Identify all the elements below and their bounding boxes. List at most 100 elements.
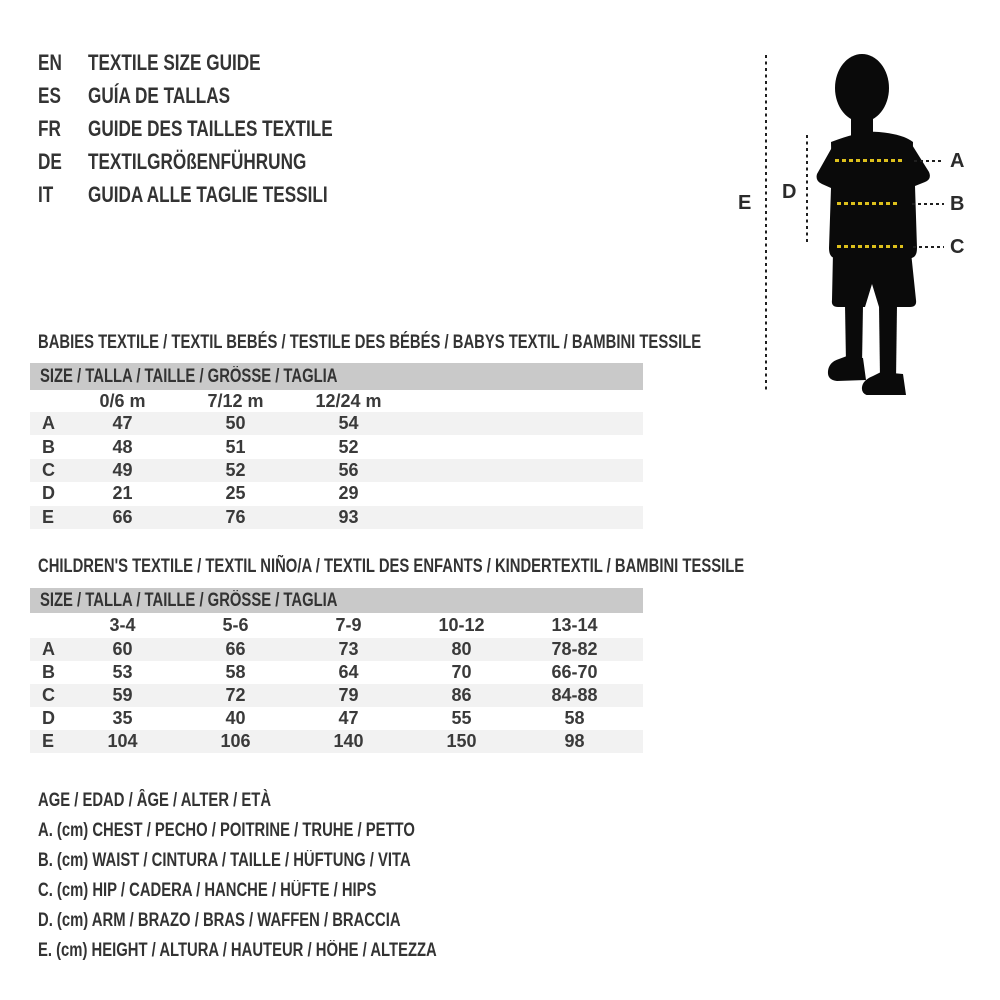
language-row: IT GUIDA ALLE TAGLIE TESSILI [38,178,402,211]
row-label: D [42,483,55,504]
column-header: 12/24 m [315,390,382,411]
cell: 47 [112,413,133,434]
cell: 66-70 [551,662,598,682]
babies-column-header-row: 0/6 m 7/12 m 12/24 m [30,390,643,412]
column-header: 3-4 [109,615,136,635]
cell: 53 [112,662,133,682]
cell: 47 [338,708,359,728]
cell: 40 [225,708,246,728]
cell: 140 [333,731,364,751]
legend-line: AGE / EDAD / ÂGE / ALTER / ETÀ [38,790,272,811]
language-code: DE [38,148,62,174]
row-label: A [42,413,55,434]
table-row: A 60 66 73 80 78-82 [30,638,643,661]
language-code: EN [38,49,62,75]
cell: 93 [338,506,359,527]
cell: 59 [112,685,133,705]
cell: 86 [451,685,472,705]
language-title: TEXTILGRÖßENFÜHRUNG [88,148,307,174]
language-title: GUÍA DE TALLAS [88,82,231,108]
hip-measure-label-c: C [950,236,965,258]
chest-measure-line [835,159,903,162]
hip-measure-line [837,245,903,248]
cell: 66 [225,639,246,659]
cell: 84-88 [551,685,598,705]
cell: 64 [338,662,359,682]
cell: 150 [446,731,477,751]
arm-measure-line-d [806,135,808,243]
height-measure-label-e: E [738,192,752,214]
cell: 70 [451,662,472,682]
cell: 98 [564,731,585,751]
size-header-label: SIZE / TALLA / TAILLE / GRÖSSE / TAGLIA [40,365,338,387]
size-header-label: SIZE / TALLA / TAILLE / GRÖSSE / TAGLIA [40,589,338,611]
row-label: B [42,662,55,682]
children-section-title: CHILDREN'S TEXTILE / TEXTIL NIÑO/A / TEX… [38,556,745,577]
cell: 60 [112,639,133,659]
cell: 54 [338,413,359,434]
table-row: C 59 72 79 86 84-88 [30,684,643,707]
cell: 58 [564,708,585,728]
language-title-list: EN TEXTILE SIZE GUIDE ES GUÍA DE TALLAS … [38,46,402,211]
waist-measure-leader [912,203,944,205]
column-header: 5-6 [222,615,249,635]
size-header-bar: SIZE / TALLA / TAILLE / GRÖSSE / TAGLIA [30,588,643,613]
language-code: IT [38,181,54,207]
legend-line: C. (cm) HIP / CADERA / HANCHE / HÜFTE / … [38,880,377,901]
cell: 80 [451,639,472,659]
row-label: C [42,685,55,705]
cell: 35 [112,708,133,728]
column-header: 7-9 [335,615,362,635]
language-row: ES GUÍA DE TALLAS [38,79,402,112]
language-row: EN TEXTILE SIZE GUIDE [38,46,402,79]
arm-measure-label-d: D [782,181,797,203]
language-title: GUIDE DES TAILLES TEXTILE [88,115,333,141]
children-size-table: SIZE / TALLA / TAILLE / GRÖSSE / TAGLIA … [30,588,643,753]
cell: 56 [338,459,359,480]
table-row: E 104 106 140 150 98 [30,730,643,753]
legend-line: A. (cm) CHEST / PECHO / POITRINE / TRUHE… [38,820,415,841]
row-label: C [42,459,55,480]
table-row: C 49 52 56 [30,458,643,483]
table-row: B 48 51 52 [30,435,643,458]
measurement-legend: AGE / EDAD / ÂGE / ALTER / ETÀ A. (cm) C… [38,786,549,966]
table-row: E 66 76 93 [30,505,643,529]
hip-measure-leader [913,246,944,248]
cell: 52 [225,459,246,480]
waist-measure-line [837,202,899,205]
cell: 72 [225,685,246,705]
waist-measure-label-b: B [950,193,965,215]
row-label: D [42,708,55,728]
cell: 52 [338,436,359,457]
column-header: 0/6 m [99,390,146,411]
cell: 66 [112,506,133,527]
table-row: B 53 58 64 70 66-70 [30,661,643,684]
cell: 48 [112,436,133,457]
column-header: 10-12 [438,615,485,635]
cell: 106 [220,731,251,751]
row-label: E [42,506,55,527]
legend-line: E. (cm) HEIGHT / ALTURA / HAUTEUR / HÖHE… [38,940,437,961]
language-code: ES [38,82,61,108]
babies-section-title: BABIES TEXTILE / TEXTIL BEBÉS / TESTILE … [38,332,702,353]
cell: 79 [338,685,359,705]
language-title: TEXTILE SIZE GUIDE [88,49,261,75]
chest-measure-label-a: A [950,150,965,172]
column-header: 13-14 [551,615,598,635]
size-header-bar: SIZE / TALLA / TAILLE / GRÖSSE / TAGLIA [30,363,643,390]
language-row: FR GUIDE DES TAILLES TEXTILE [38,112,402,145]
height-measure-line-e [765,55,767,390]
cell: 76 [225,506,246,527]
language-title: GUIDA ALLE TAGLIE TESSILI [88,181,328,207]
chest-measure-leader [914,160,944,162]
cell: 49 [112,459,133,480]
language-row: DE TEXTILGRÖßENFÜHRUNG [38,145,402,178]
row-label: E [42,731,55,751]
cell: 104 [107,731,138,751]
table-row: A 47 50 54 [30,412,643,436]
row-label: B [42,436,55,457]
cell: 58 [225,662,246,682]
table-row: D 21 25 29 [30,482,643,505]
row-label: A [42,639,55,659]
legend-line: B. (cm) WAIST / CINTURA / TAILLE / HÜFTU… [38,850,411,871]
